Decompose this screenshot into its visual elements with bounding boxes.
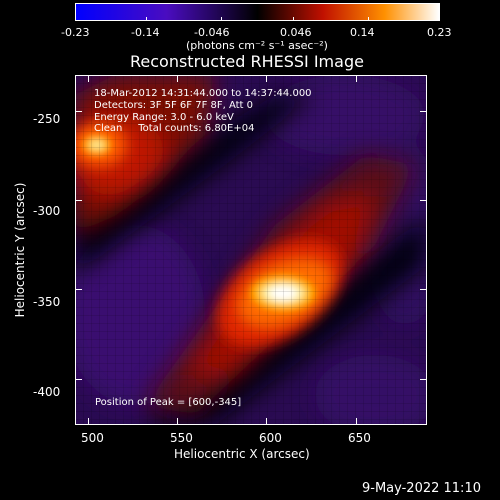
y-tick-mark <box>420 379 426 380</box>
x-tick-mark <box>266 76 267 82</box>
colorbar-tick-label-5: 0.23 <box>427 26 452 39</box>
x-tick-mark <box>177 76 178 82</box>
colorbar-tick-mark <box>293 17 294 21</box>
x-tick-label-500: 500 <box>81 431 104 445</box>
peak-position-label: Position of Peak = [600,-345] <box>95 397 242 408</box>
colorbar-tick-label-1: -0.14 <box>131 26 160 39</box>
x-tick-mark <box>266 418 267 424</box>
y-tick-label-250: -250 <box>33 112 61 126</box>
colorbar-tick-mark <box>221 17 222 21</box>
y-tick-label-400: -400 <box>33 385 61 399</box>
colorbar-tick-mark <box>439 17 440 21</box>
y-tick-mark <box>420 289 426 290</box>
detectors-label: Detectors: 3F 5F 6F 7F 8F, Att 0 <box>94 100 254 111</box>
colorbar-tick-label-3: 0.046 <box>280 26 312 39</box>
clean-total-counts-label: Clean Total counts: 6.80E+04 <box>94 123 255 134</box>
colorbar-tick-mark <box>146 17 147 21</box>
time-range-label: 18-Mar-2012 14:31:44.000 to 14:37:44.000 <box>94 88 312 99</box>
colorbar-tick-label-4: 0.14 <box>350 26 375 39</box>
y-axis-label: Heliocentric Y (arcsec) <box>13 182 27 318</box>
x-tick-mark <box>88 418 89 424</box>
y-tick-mark <box>420 111 426 112</box>
footer-timestamp: 9-May-2022 11:10 <box>362 481 481 496</box>
plot-title: Reconstructed RHESSI Image <box>130 52 364 71</box>
x-axis-label: Heliocentric X (arcsec) <box>174 447 310 461</box>
colorbar <box>75 3 440 21</box>
x-tick-label-600: 600 <box>259 431 282 445</box>
heatmap-image <box>75 75 427 425</box>
x-tick-mark <box>177 418 178 424</box>
y-tick-label-350: -350 <box>33 295 61 309</box>
colorbar-tick-mark <box>75 17 76 21</box>
x-tick-label-650: 650 <box>348 431 371 445</box>
x-tick-mark <box>356 76 357 82</box>
y-tick-mark <box>420 200 426 201</box>
x-tick-label-550: 550 <box>170 431 193 445</box>
y-tick-mark <box>76 289 82 290</box>
colorbar-tick-label-2: -0.046 <box>194 26 230 39</box>
energy-range-label: Energy Range: 3.0 - 6.0 keV <box>94 112 234 123</box>
colorbar-tick-mark <box>368 17 369 21</box>
colorbar-tick-label-0: -0.23 <box>61 26 90 39</box>
colorbar-unit-label: (photons cm⁻² s⁻¹ asec⁻²) <box>186 39 328 52</box>
y-tick-mark <box>76 200 82 201</box>
x-tick-mark <box>356 418 357 424</box>
x-tick-mark <box>88 76 89 82</box>
y-tick-label-300: -300 <box>33 204 61 218</box>
y-tick-mark <box>76 379 82 380</box>
y-tick-mark <box>76 111 82 112</box>
